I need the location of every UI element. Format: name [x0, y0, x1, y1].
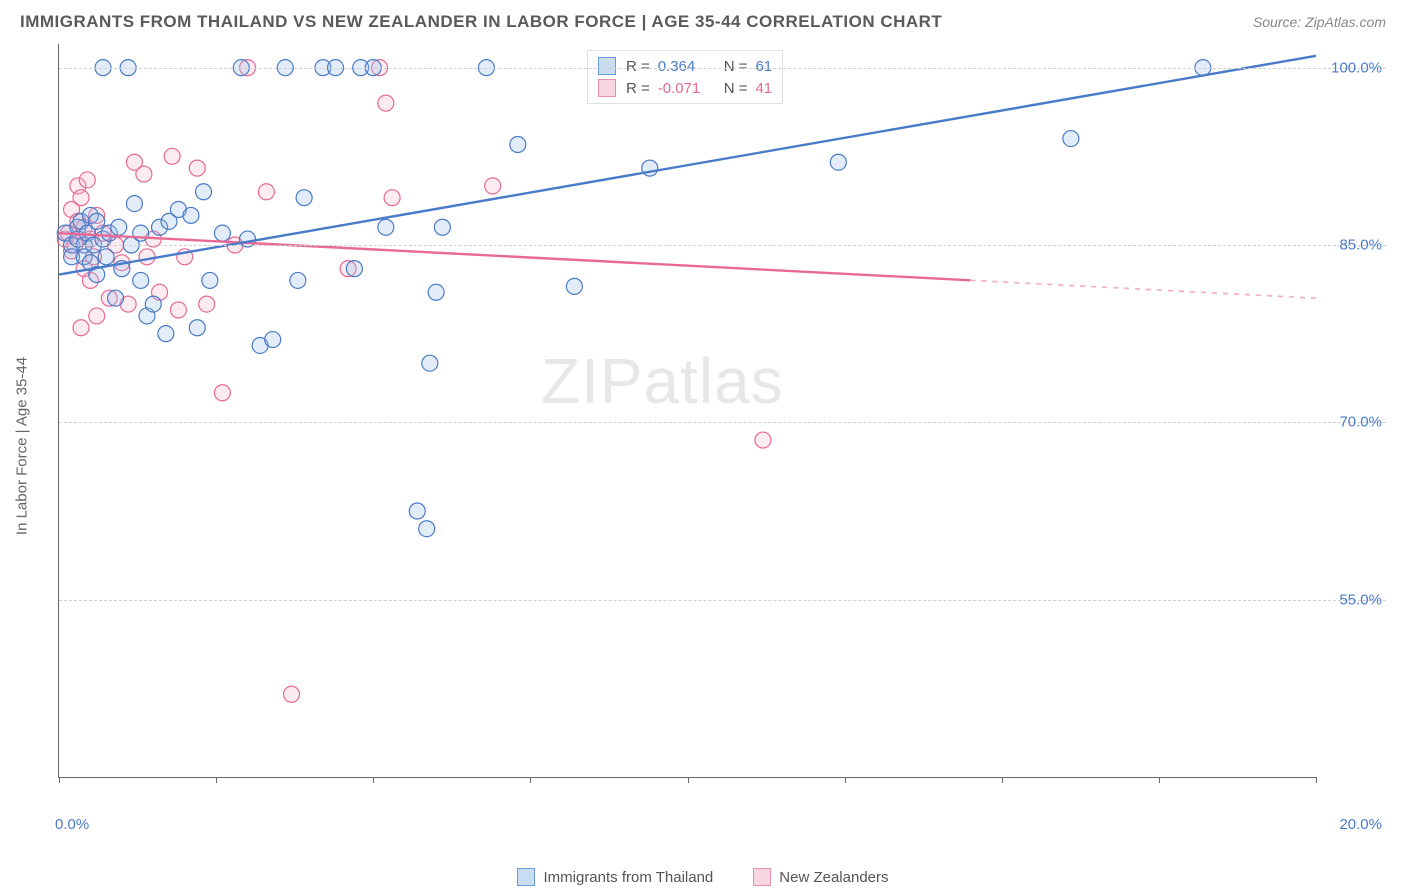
data-point [158, 326, 174, 342]
data-point [183, 207, 199, 223]
r-value-pink: -0.071 [658, 80, 706, 97]
series-legend: Immigrants from Thailand New Zealanders [0, 868, 1406, 886]
plot-svg [59, 44, 1316, 777]
data-point [145, 296, 161, 312]
data-point [409, 503, 425, 519]
n-value-pink: 41 [755, 80, 772, 97]
data-point [265, 332, 281, 348]
plot-area: ZIPatlas R = 0.364 N = 61 R = -0.071 N =… [58, 44, 1316, 778]
n-value-blue: 61 [755, 58, 772, 75]
y-tick-label: 100.0% [1322, 59, 1382, 76]
data-point [346, 261, 362, 277]
trend-line-extrapolated [970, 280, 1316, 298]
legend-swatch-blue [598, 57, 616, 75]
legend-item-pink: New Zealanders [753, 868, 888, 886]
data-point [136, 166, 152, 182]
data-point [214, 225, 230, 241]
legend-label-blue: Immigrants from Thailand [543, 869, 713, 886]
data-point [434, 219, 450, 235]
data-point [202, 272, 218, 288]
data-point [196, 184, 212, 200]
data-point [510, 136, 526, 152]
data-point [566, 278, 582, 294]
data-point [428, 284, 444, 300]
data-point [189, 160, 205, 176]
data-point [89, 308, 105, 324]
data-point [290, 272, 306, 288]
data-point [214, 385, 230, 401]
data-point [755, 432, 771, 448]
y-tick-label: 55.0% [1322, 591, 1382, 608]
chart-area: ZIPatlas R = 0.364 N = 61 R = -0.071 N =… [58, 44, 1386, 808]
data-point [378, 219, 394, 235]
legend-swatch-blue [517, 868, 535, 886]
data-point [133, 272, 149, 288]
legend-swatch-pink [598, 79, 616, 97]
data-point [73, 320, 89, 336]
legend-swatch-pink [753, 868, 771, 886]
data-point [189, 320, 205, 336]
data-point [384, 190, 400, 206]
data-point [199, 296, 215, 312]
data-point [73, 190, 89, 206]
x-min-label: 0.0% [55, 816, 89, 833]
legend-item-blue: Immigrants from Thailand [517, 868, 713, 886]
n-label: N = [724, 58, 748, 75]
data-point [98, 249, 114, 265]
data-point [419, 521, 435, 537]
n-label: N = [724, 80, 748, 97]
data-point [89, 213, 105, 229]
data-point [830, 154, 846, 170]
data-point [79, 172, 95, 188]
data-point [258, 184, 274, 200]
data-point [164, 148, 180, 164]
data-point [139, 249, 155, 265]
data-point [108, 290, 124, 306]
r-label: R = [626, 80, 650, 97]
legend-row-blue: R = 0.364 N = 61 [598, 55, 772, 77]
source-attribution: Source: ZipAtlas.com [1253, 14, 1386, 30]
data-point [485, 178, 501, 194]
data-point [284, 686, 300, 702]
data-point [1063, 131, 1079, 147]
data-point [296, 190, 312, 206]
data-point [126, 196, 142, 212]
r-value-blue: 0.364 [658, 58, 706, 75]
correlation-legend: R = 0.364 N = 61 R = -0.071 N = 41 [587, 50, 783, 104]
r-label: R = [626, 58, 650, 75]
y-tick-label: 70.0% [1322, 414, 1382, 431]
chart-title: IMMIGRANTS FROM THAILAND VS NEW ZEALANDE… [20, 12, 942, 32]
data-point [378, 95, 394, 111]
data-point [111, 219, 127, 235]
trend-line [59, 233, 970, 280]
y-axis-title: In Labor Force | Age 35-44 [14, 357, 31, 535]
data-point [422, 355, 438, 371]
legend-row-pink: R = -0.071 N = 41 [598, 77, 772, 99]
data-point [170, 302, 186, 318]
y-tick-label: 85.0% [1322, 236, 1382, 253]
legend-label-pink: New Zealanders [779, 869, 888, 886]
x-max-label: 20.0% [1339, 816, 1382, 833]
